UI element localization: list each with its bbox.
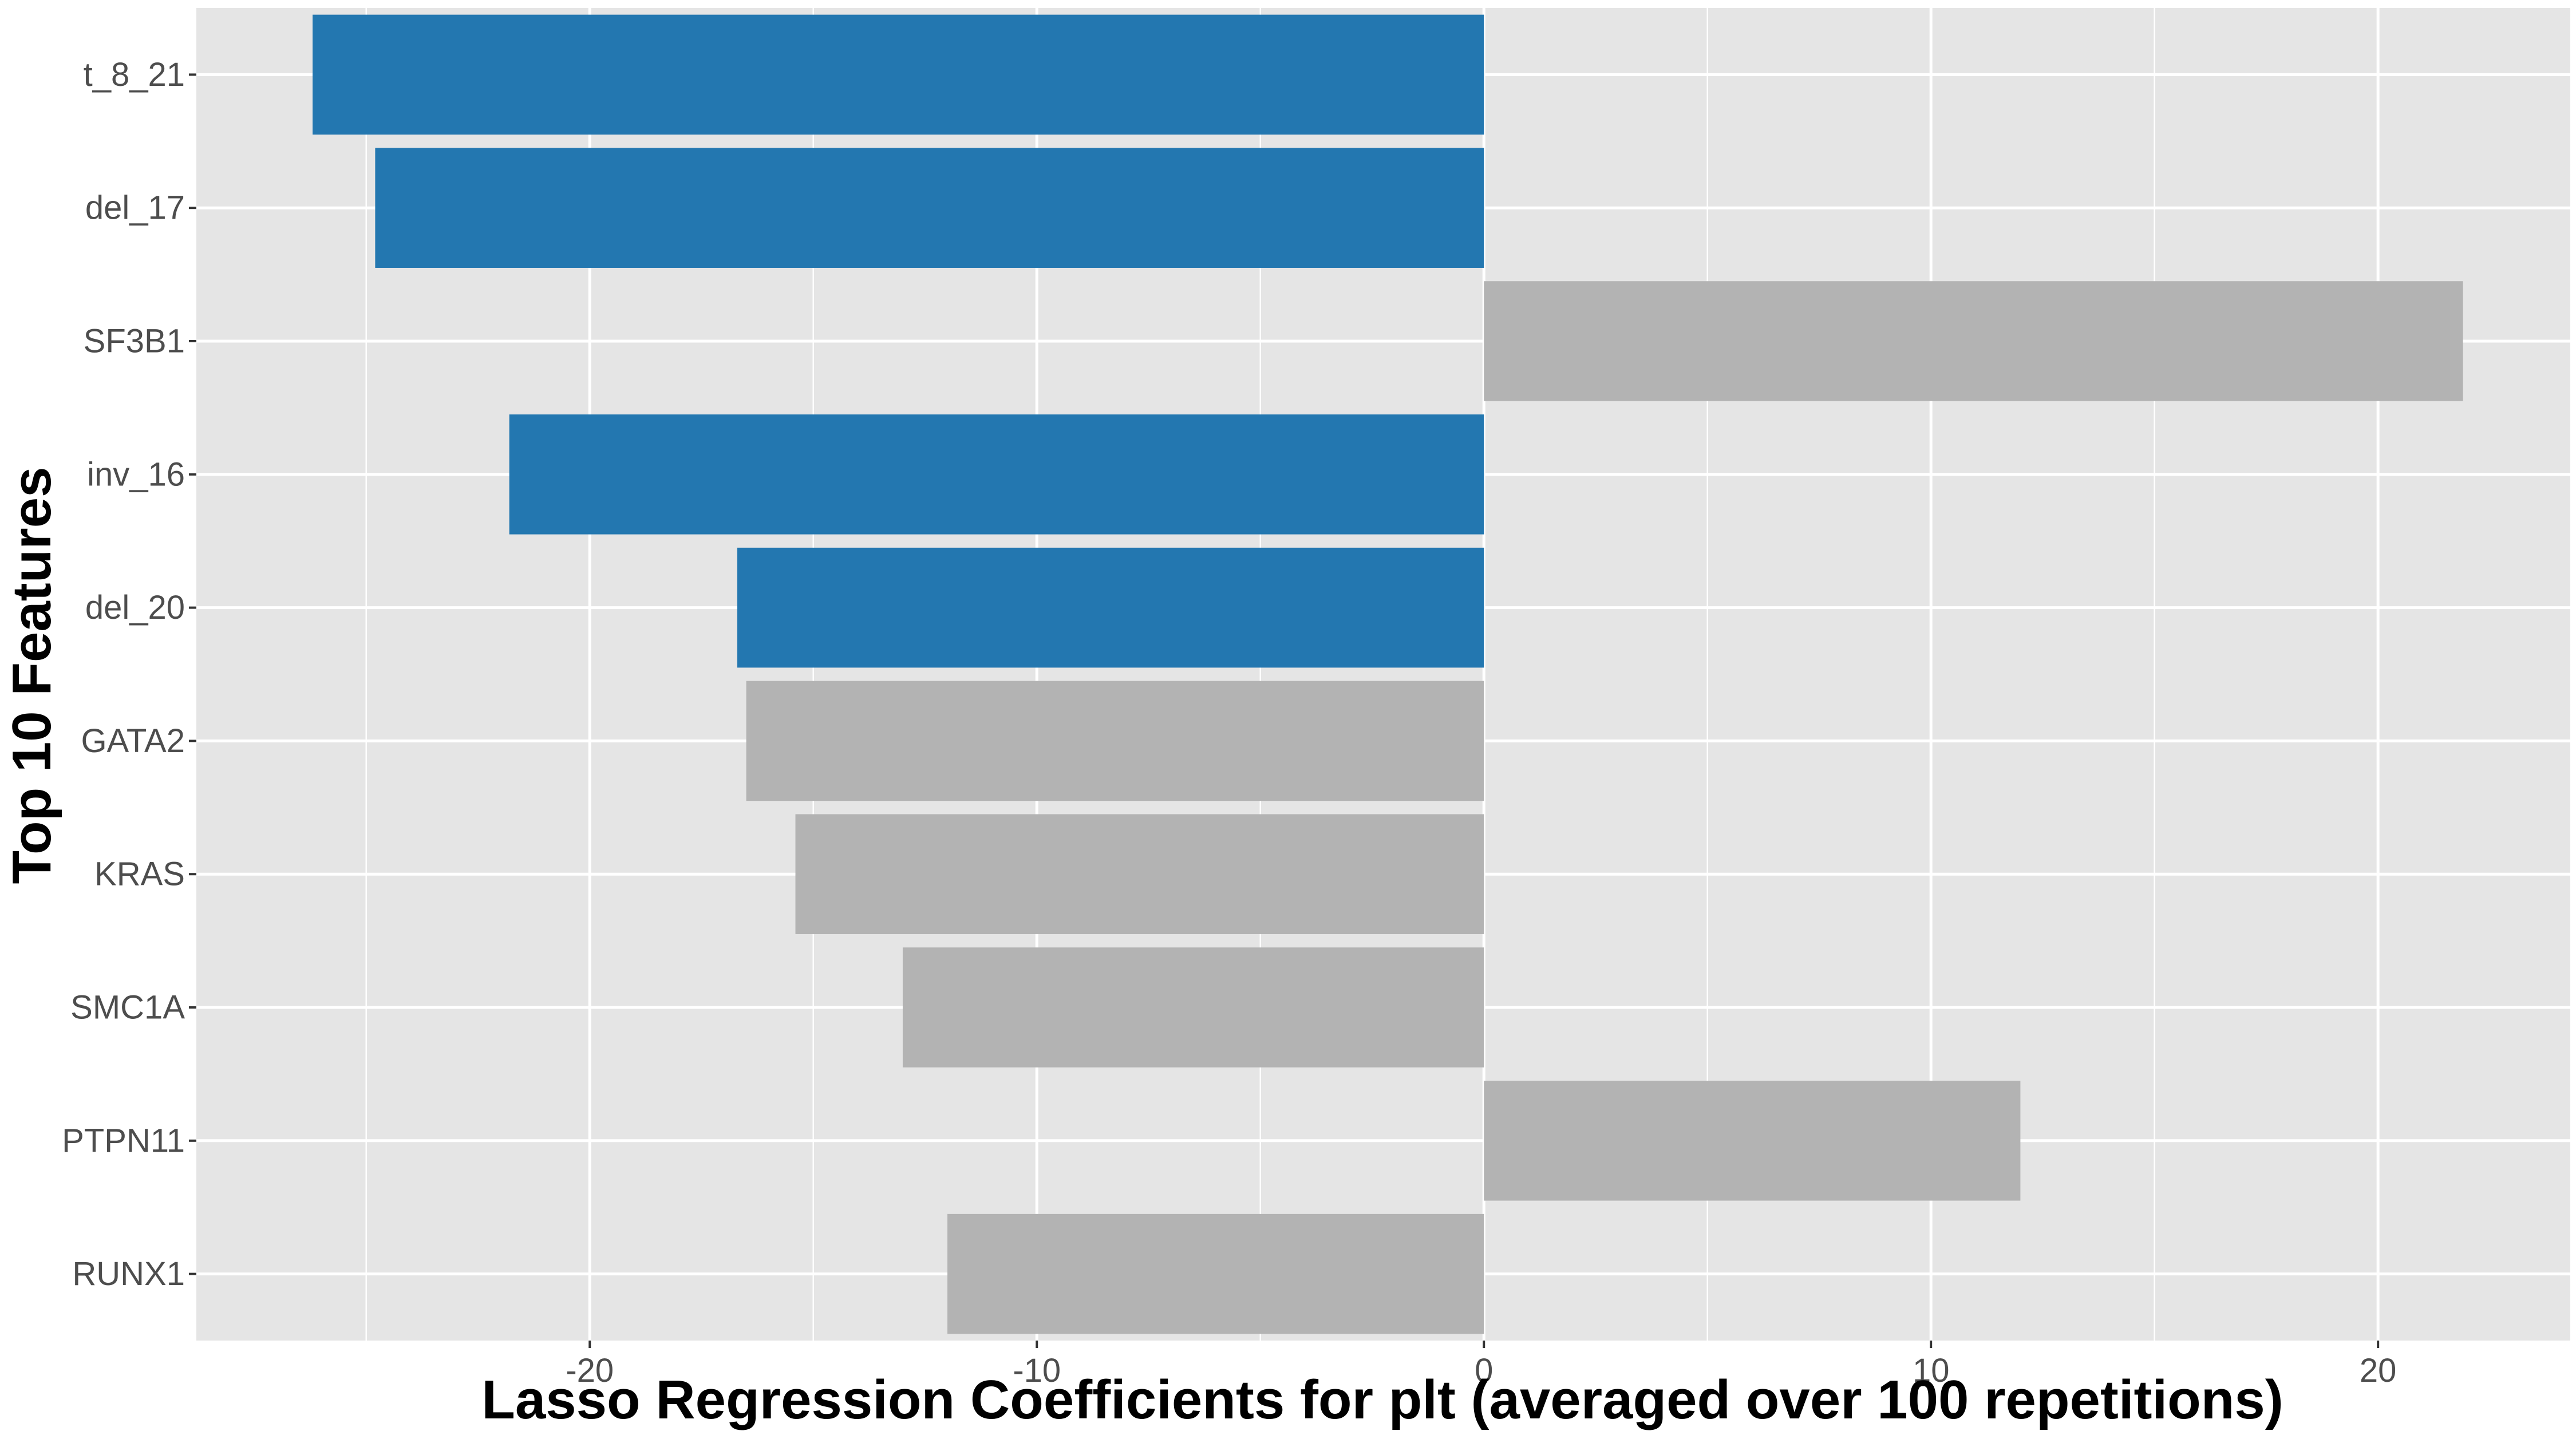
y-tick-label: SF3B1 [84, 323, 185, 360]
y-axis-ticks: t_8_21 del_17 SF3B1 inv_16 del_20 GATA2 KRAS SM… [62, 56, 196, 1292]
y-tick-label: PTPN11 [62, 1122, 185, 1159]
bar-KRAS [795, 814, 1484, 934]
x-axis-title: Lasso Regression Coefficients for plt (a… [481, 1369, 2283, 1430]
x-tick-label: 10 [1913, 1352, 1950, 1389]
x-tick-label: -10 [1013, 1352, 1061, 1389]
y-tick-label: GATA2 [81, 722, 185, 760]
bar-RUNX1 [947, 1213, 1484, 1334]
y-tick-label: inv_16 [87, 456, 185, 493]
bar-inv_16 [509, 414, 1484, 535]
y-tick-label: SMC1A [70, 989, 185, 1026]
y-tick-label: RUNX1 [72, 1255, 185, 1292]
y-tick-label: t_8_21 [84, 56, 185, 93]
x-axis-ticks: -20 -10 0 10 20 [566, 1341, 2396, 1389]
bar-SF3B1 [1484, 281, 2463, 401]
bar-t_8_21 [313, 14, 1484, 135]
x-tick-label: 20 [2360, 1352, 2397, 1389]
bar-PTPN11 [1484, 1081, 2021, 1201]
y-tick-label: del_17 [85, 189, 185, 227]
x-tick-label: 0 [1475, 1352, 1493, 1389]
bar-GATA2 [746, 681, 1484, 801]
bar-del_20 [737, 547, 1484, 668]
y-tick-label: KRAS [94, 856, 185, 893]
bars-group [313, 14, 2463, 1334]
bar-del_17 [375, 148, 1484, 268]
y-tick-label: del_20 [85, 589, 185, 626]
bar-SMC1A [902, 947, 1484, 1068]
x-tick-label: -20 [566, 1352, 614, 1389]
y-axis-title: Top 10 Features [1, 467, 62, 884]
